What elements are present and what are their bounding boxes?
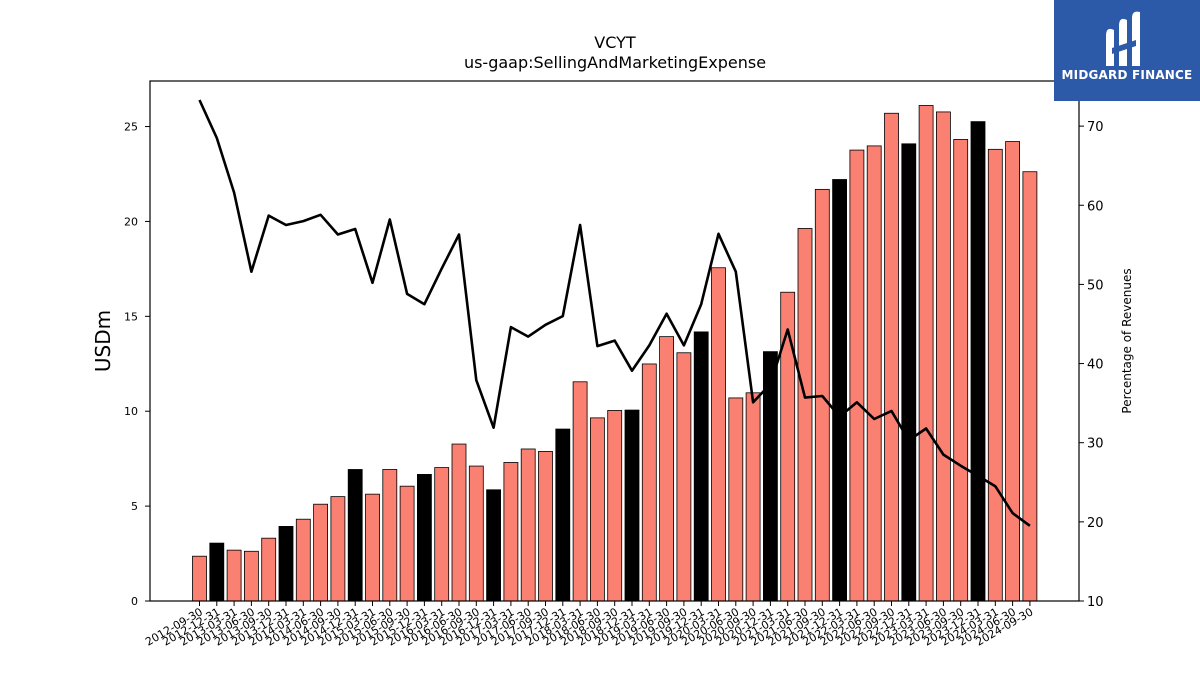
bar-2024-09-30: [1022, 171, 1038, 602]
bar-2013-06-30: [243, 550, 259, 602]
bar-2024-03-31: [987, 148, 1003, 602]
bar-2021-06-30: [797, 228, 813, 602]
bar-2015-09-30: [399, 485, 415, 602]
right-axis: 10 20 30 40 50 60 70: [1079, 120, 1104, 610]
bar-2015-12-31: [416, 474, 432, 602]
bar-2018-12-31: [624, 409, 640, 602]
bars-group: [192, 105, 1038, 602]
bar-2017-12-31: [555, 428, 571, 602]
bar-2016-12-31: [486, 489, 502, 602]
x-axis: 2012-09-302012-12-312013-03-312013-06-30…: [143, 601, 1035, 649]
bar-2023-06-30: [936, 111, 951, 602]
y2-tick-label: 20: [1087, 516, 1104, 531]
percentage-line: [198, 99, 1031, 527]
bar-2018-09-30: [607, 410, 623, 602]
brand-logo: MIDGARD FINANCE: [1054, 0, 1200, 101]
logo-mark-icon: [1106, 11, 1140, 67]
bar-2022-03-31: [849, 149, 865, 602]
bar-2018-03-31: [572, 381, 588, 602]
bar-2024-06-30: [1005, 141, 1020, 602]
bar-2016-03-31: [434, 467, 450, 602]
line-group: [198, 99, 1031, 527]
bar-2022-09-30: [884, 112, 899, 602]
y-tick-label: 25: [124, 121, 138, 134]
bar-2017-06-30: [520, 448, 536, 602]
bar-2013-09-30: [261, 537, 277, 602]
chart-subtitle: us-gaap:SellingAndMarketingExpense: [464, 53, 766, 72]
y-tick-label: 5: [131, 500, 138, 513]
y2-tick-label: 10: [1087, 595, 1104, 610]
y-tick-label: 10: [124, 405, 138, 418]
bar-2017-03-31: [503, 462, 519, 602]
bar-2022-06-30: [866, 145, 882, 602]
bar-2012-12-31: [209, 542, 225, 602]
left-axis: 0 5 10 15 20 25: [124, 121, 150, 608]
y-tick-label: 15: [124, 310, 138, 323]
bar-2019-09-30: [676, 352, 692, 602]
y2-tick-label: 40: [1087, 358, 1104, 373]
y-tick-label: 20: [124, 215, 138, 228]
bar-2023-03-31: [918, 105, 934, 602]
bar-2013-03-31: [226, 549, 242, 602]
bar-2022-12-31: [901, 143, 917, 602]
y-axis-label: USDm: [91, 310, 115, 372]
bar-2019-12-31: [693, 331, 709, 602]
logo-text: MIDGARD FINANCE: [1061, 68, 1193, 82]
chart-title: VCYT: [594, 33, 636, 52]
bar-2013-12-31: [278, 526, 294, 602]
bar-2019-06-30: [659, 336, 674, 602]
bar-2014-03-31: [295, 518, 311, 602]
bar-2019-03-31: [641, 363, 657, 602]
bar-2012-09-30: [192, 555, 207, 602]
bar-2018-06-30: [590, 417, 605, 602]
bar-2021-12-31: [832, 179, 847, 602]
y2-tick-label: 60: [1087, 199, 1104, 214]
y2-axis-label: Percentage of Revenues: [1120, 268, 1134, 413]
bar-2023-09-30: [953, 139, 969, 602]
bar-2014-06-30: [313, 503, 329, 602]
y-tick-label: 0: [131, 595, 138, 608]
bar-2017-09-30: [538, 451, 553, 602]
bar-2021-03-31: [780, 291, 796, 602]
bar-2023-12-31: [970, 121, 986, 602]
y2-tick-label: 70: [1087, 120, 1104, 135]
bar-2020-03-31: [711, 267, 726, 602]
bar-2016-09-30: [468, 465, 484, 602]
bar-2020-06-30: [728, 397, 744, 602]
y2-tick-label: 30: [1087, 437, 1104, 452]
y2-tick-label: 50: [1087, 278, 1104, 293]
bar-2015-03-31: [365, 493, 380, 602]
bar-2015-06-30: [382, 469, 398, 602]
bar-2014-09-30: [330, 496, 346, 602]
bar-2020-09-30: [745, 392, 761, 602]
bar-2016-06-30: [451, 443, 467, 602]
bar-2014-12-31: [347, 469, 363, 602]
